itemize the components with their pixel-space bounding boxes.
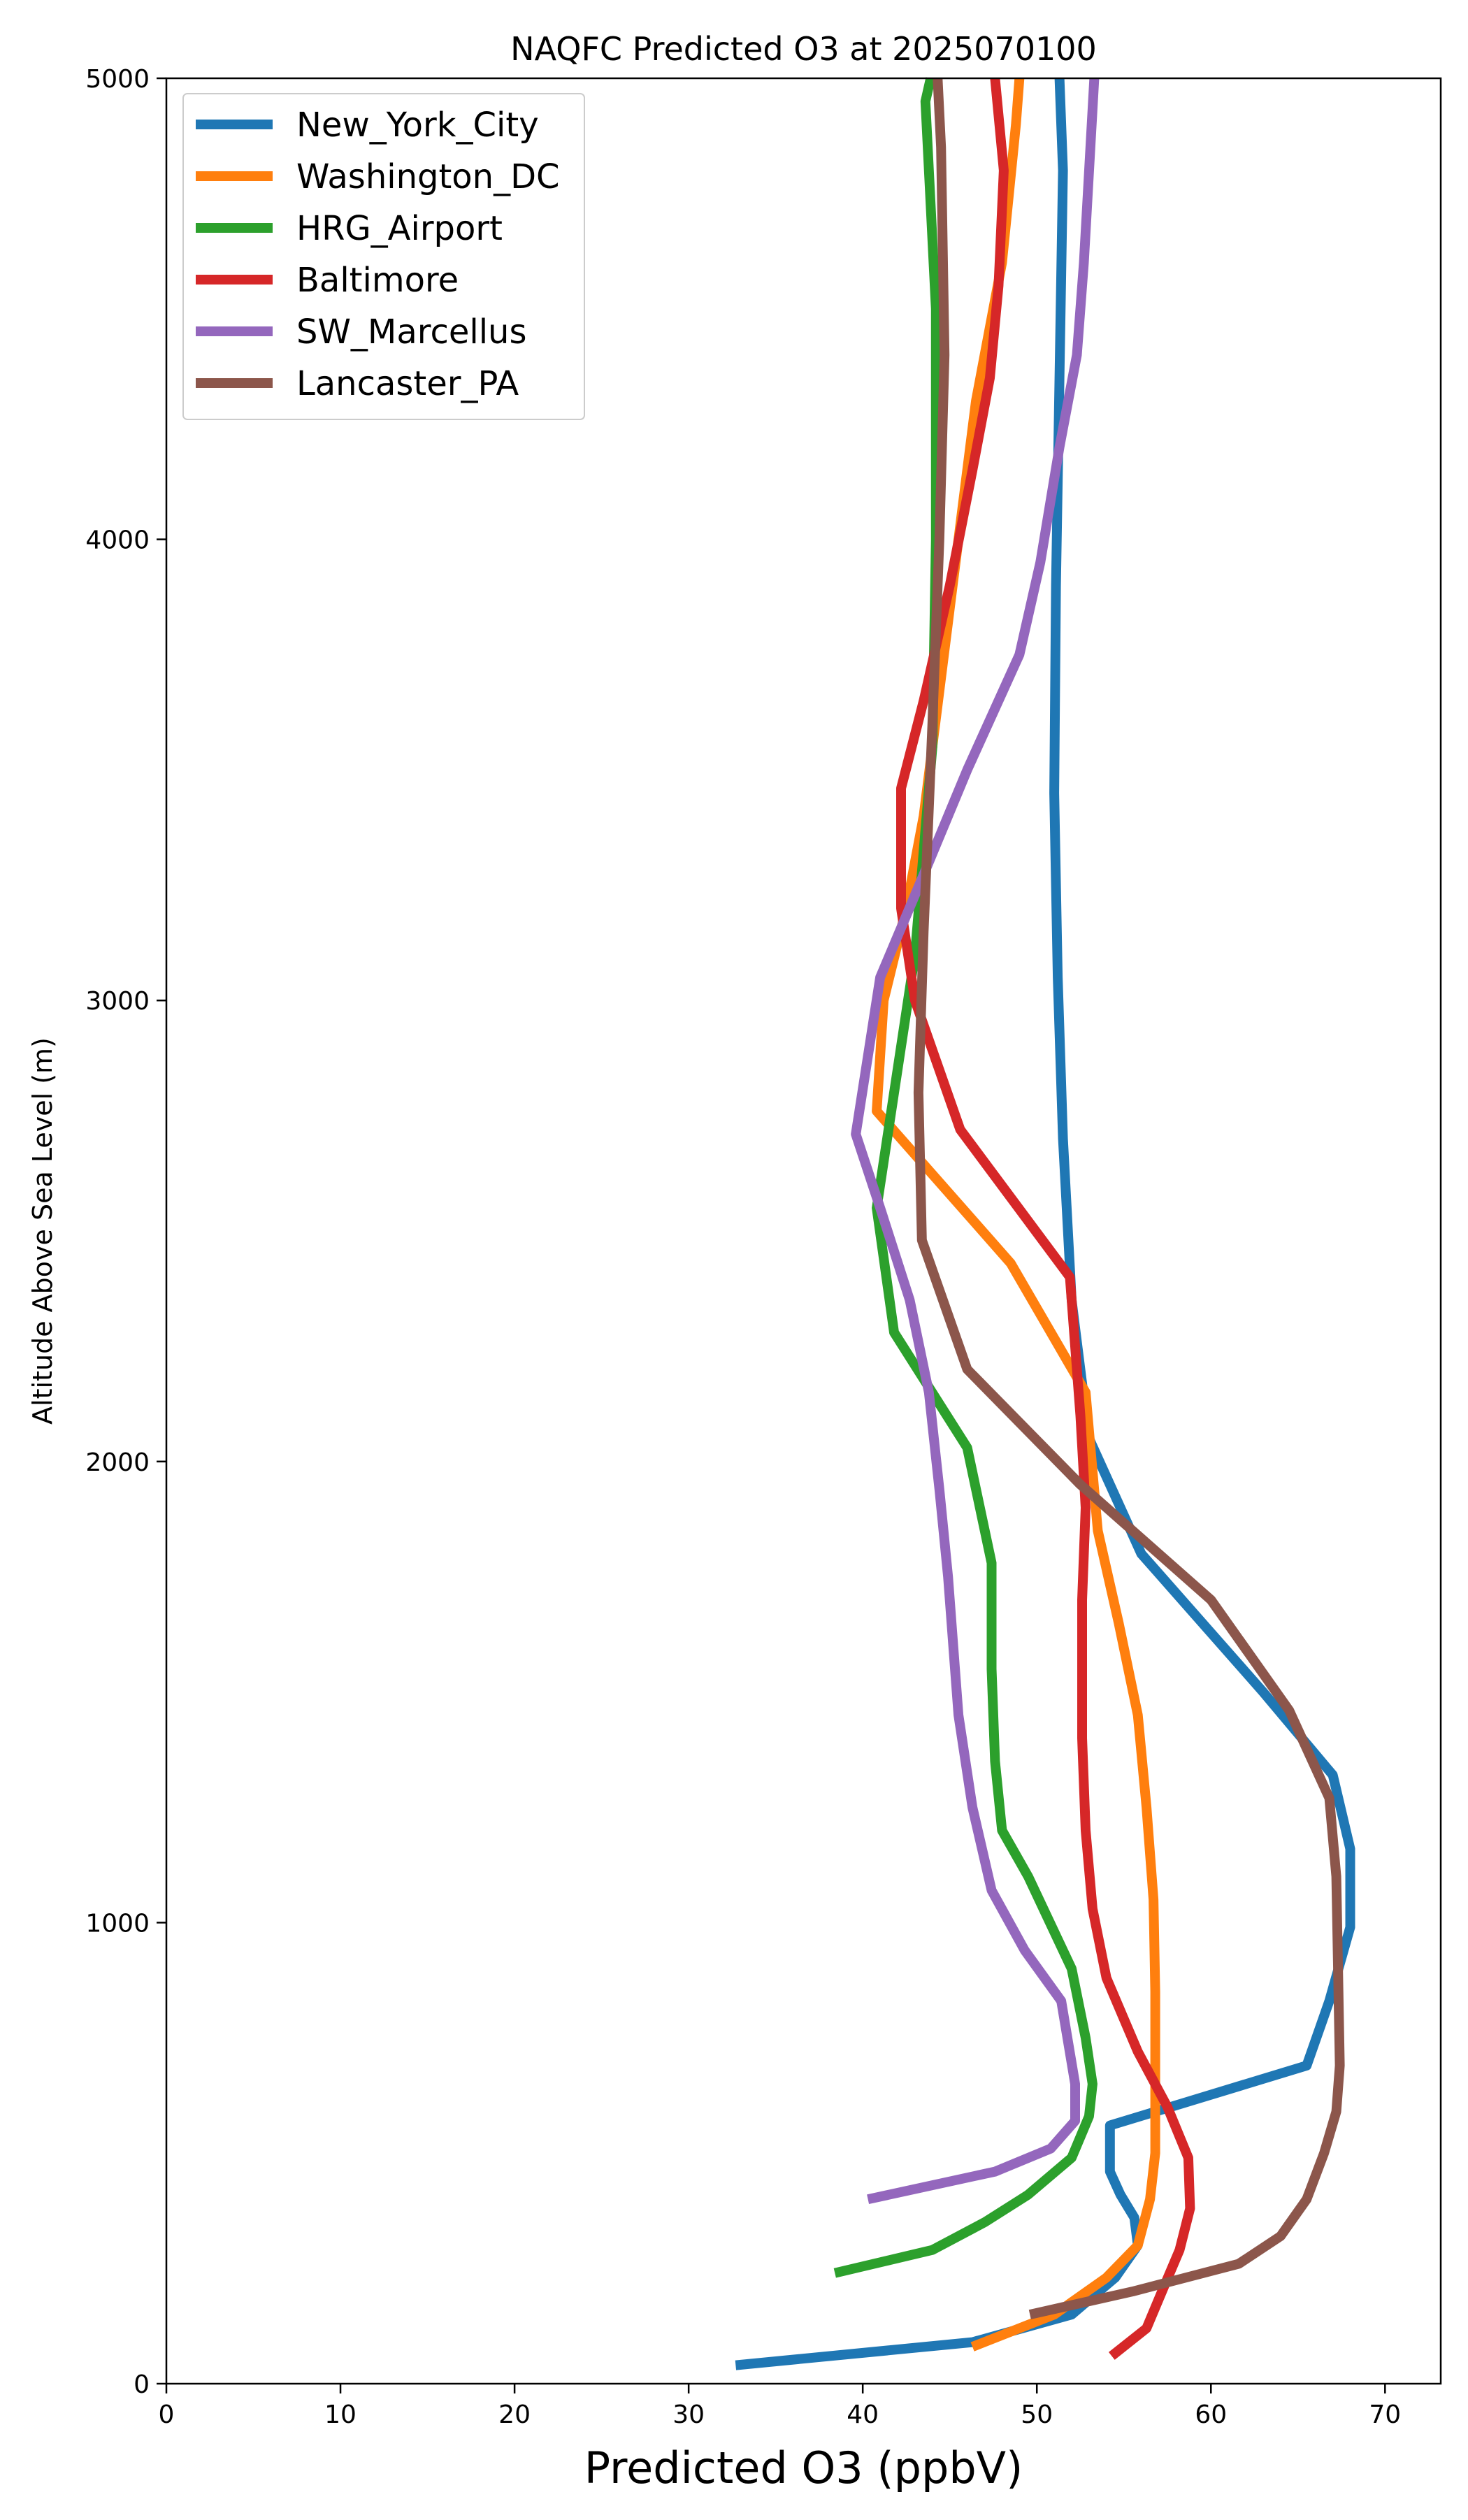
x-axis-label: Predicted O3 (ppbV) bbox=[584, 2442, 1023, 2493]
x-tick-label: 10 bbox=[324, 2400, 357, 2429]
x-tick-label: 50 bbox=[1021, 2400, 1053, 2429]
y-axis-ticks: 0 1000 2000 3000 4000 5000 bbox=[85, 65, 166, 2399]
x-tick-label: 70 bbox=[1369, 2400, 1401, 2429]
x-tick-label: 20 bbox=[498, 2400, 531, 2429]
plot-frame bbox=[165, 77, 1442, 2385]
x-axis-ticks: 0 10 20 30 40 50 60 70 bbox=[159, 2384, 1401, 2429]
x-tick-label: 30 bbox=[672, 2400, 705, 2429]
legend-label: Lancaster_PA bbox=[296, 364, 519, 403]
chart-title: NAQFC Predicted O3 at 2025070100 bbox=[510, 30, 1097, 68]
x-tick-label: 60 bbox=[1195, 2400, 1227, 2429]
series-layer bbox=[735, 77, 1355, 2370]
legend-label: New_York_City bbox=[296, 106, 539, 145]
series-line-baltimore bbox=[896, 78, 1195, 2360]
series-line-lancaster-pa bbox=[913, 78, 1345, 2319]
y-tick-label: 3000 bbox=[85, 987, 150, 1016]
legend-items: New_York_City Washington_DC HRG_Airport Bal… bbox=[196, 106, 560, 403]
y-axis-label: Altitude Above Sea Level (m) bbox=[27, 1037, 58, 1425]
x-tick-label: 0 bbox=[159, 2400, 175, 2429]
legend-label: Baltimore bbox=[296, 261, 459, 300]
legend-label: SW_Marcellus bbox=[296, 312, 526, 352]
legend-label: Washington_DC bbox=[296, 157, 560, 196]
y-tick-label: 1000 bbox=[85, 1909, 150, 1938]
legend-box bbox=[182, 93, 585, 420]
x-tick-label: 40 bbox=[847, 2400, 879, 2429]
legend-label: HRG_Airport bbox=[296, 209, 503, 248]
series-line-sw-marcellus bbox=[851, 78, 1100, 2205]
y-tick-label: 2000 bbox=[85, 1448, 150, 1477]
y-tick-label: 0 bbox=[134, 2370, 150, 2399]
y-tick-label: 5000 bbox=[85, 65, 150, 94]
y-tick-label: 4000 bbox=[85, 526, 150, 555]
legend: New_York_City Washington_DC HRG_Airport Bal… bbox=[182, 93, 585, 420]
